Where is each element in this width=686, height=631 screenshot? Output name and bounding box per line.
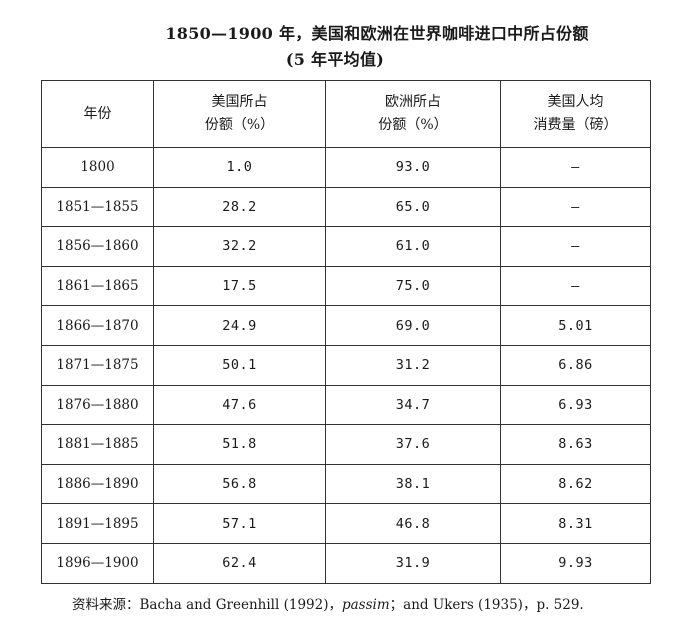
cell-year: 1891—1895: [41, 503, 154, 544]
cell-us-share: 56.8: [153, 463, 326, 505]
table-title: 1850—1900 年，美国和欧洲在世界咖啡进口中所占份额: [165, 24, 589, 43]
cell-eu-share: 37.6: [325, 424, 501, 465]
cell-us-per-capita: —: [500, 226, 651, 267]
cell-eu-share: 65.0: [325, 186, 501, 228]
table-row: 1891—1895 57.1 46.8 8.31: [41, 503, 651, 544]
cell-us-per-capita: 8.62: [500, 463, 651, 505]
cell-us-per-capita: —: [500, 147, 651, 188]
cell-eu-share: 69.0: [325, 305, 501, 346]
cell-year: 1886—1890: [41, 463, 154, 505]
cell-eu-share: 61.0: [325, 226, 501, 267]
table-row: 1876—1880 47.6 34.7 6.93: [41, 384, 651, 426]
table-row: 1871—1875 50.1 31.2 6.86: [41, 344, 651, 386]
cell-us-share: 57.1: [153, 503, 326, 544]
header-eu-share: 欧洲所占 份额（%）: [325, 80, 501, 148]
header-year: 年份: [41, 80, 154, 148]
header-us-share: 美国所占 份额（%）: [153, 80, 326, 148]
cell-us-per-capita: —: [500, 186, 651, 228]
cell-year: 1876—1880: [41, 384, 154, 426]
cell-year: 1866—1870: [41, 305, 154, 346]
cell-us-share: 47.6: [153, 384, 326, 426]
cell-us-per-capita: —: [500, 265, 651, 307]
cell-eu-share: 31.9: [325, 542, 501, 584]
table-subtitle: (5 年平均值): [285, 50, 385, 69]
cell-us-share: 62.4: [153, 542, 326, 584]
cell-us-share: 32.2: [153, 226, 326, 267]
cell-us-share: 24.9: [153, 305, 326, 346]
cell-year: 1800: [41, 147, 154, 188]
coffee-import-share-table: 年份 美国所占 份额（%） 欧洲所占 份额（%） 美国人均 消费量（磅） 1800 1.…: [41, 80, 651, 584]
table-row: 1896—1900 62.4 31.9 9.93: [41, 542, 651, 584]
cell-year: 1881—1885: [41, 424, 154, 465]
cell-us-per-capita: 8.63: [500, 424, 651, 465]
cell-eu-share: 34.7: [325, 384, 501, 426]
table-row: 1861—1865 17.5 75.0—: [41, 265, 651, 307]
cell-eu-share: 75.0: [325, 265, 501, 307]
cell-us-share: 51.8: [153, 424, 326, 465]
cell-year: 1856—1860: [41, 226, 154, 267]
cell-year: 1896—1900: [41, 542, 154, 584]
table-row: 1881—1885 51.8 37.6 8.63: [41, 424, 651, 465]
cell-us-per-capita: 5.01: [500, 305, 651, 346]
cell-year: 1871—1875: [41, 344, 154, 386]
cell-year: 1851—1855: [41, 186, 154, 228]
cell-year: 1861—1865: [41, 265, 154, 307]
header-row: 年份 美国所占 份额（%） 欧洲所占 份额（%） 美国人均 消费量（磅）: [41, 80, 651, 148]
cell-us-per-capita: 6.93: [500, 384, 651, 426]
cell-us-per-capita: 6.86: [500, 344, 651, 386]
cell-us-share: 28.2: [153, 186, 326, 228]
cell-us-share: 50.1: [153, 344, 326, 386]
cell-us-share: 1.0: [153, 147, 326, 188]
table-row: 1851—1855 28.2 65.0—: [41, 186, 651, 228]
cell-eu-share: 38.1: [325, 463, 501, 505]
table-row: 1856—1860 32.2 61.0—: [41, 226, 651, 267]
table-row: 1800 1.0 93.0—: [41, 147, 651, 188]
source-note: 资料来源：Bacha and Greenhill (1992)，passim；a…: [72, 597, 584, 613]
table-row: 1866—1870 24.9 69.0 5.01: [41, 305, 651, 346]
cell-eu-share: 46.8: [325, 503, 501, 544]
cell-us-per-capita: 8.31: [500, 503, 651, 544]
header-us-per-capita: 美国人均 消费量（磅）: [500, 80, 651, 148]
cell-us-per-capita: 9.93: [500, 542, 651, 584]
table-row: 1886—1890 56.8 38.1 8.62: [41, 463, 651, 505]
cell-eu-share: 93.0: [325, 147, 501, 188]
cell-us-share: 17.5: [153, 265, 326, 307]
cell-eu-share: 31.2: [325, 344, 501, 386]
